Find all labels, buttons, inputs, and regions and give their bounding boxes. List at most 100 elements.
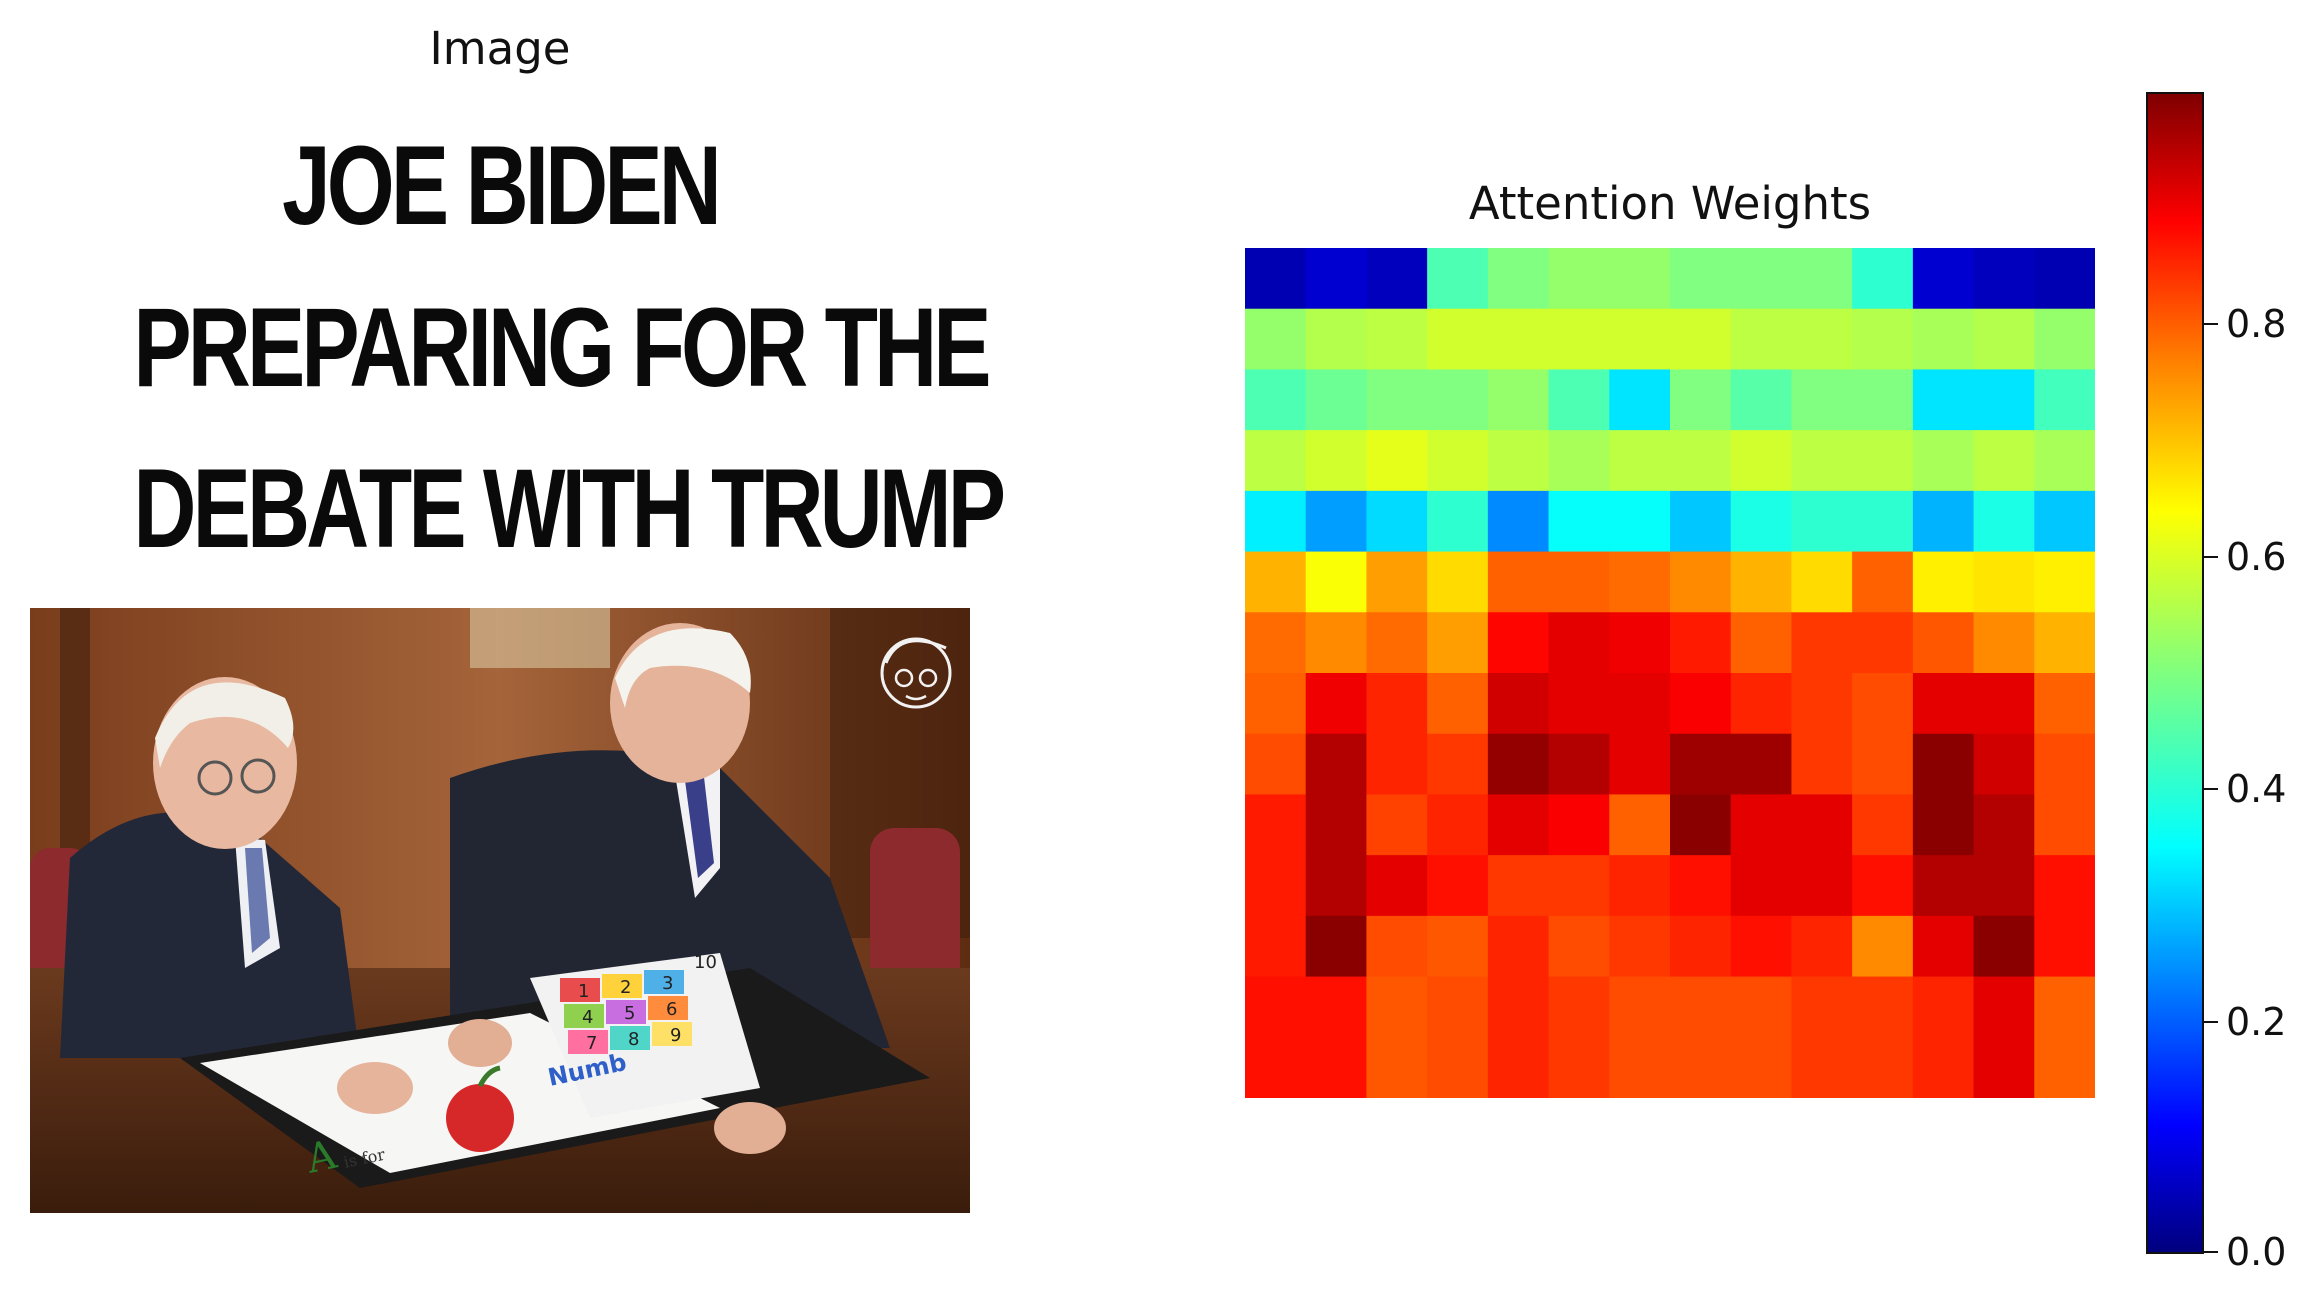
heatmap-cell-r11-c12 bbox=[1974, 916, 2035, 977]
heatmap-cell-r10-c5 bbox=[1549, 855, 1610, 916]
heatmap-cell-r5-c6 bbox=[1609, 552, 1670, 613]
meme-photo: 1 2 3 4 5 6 7 8 9 10 Numb A is for bbox=[30, 608, 970, 1213]
heatmap-cell-r5-c9 bbox=[1791, 552, 1852, 613]
heatmap-cell-r4-c12 bbox=[1974, 491, 2035, 552]
heatmap-cell-r11-c2 bbox=[1366, 916, 1427, 977]
heatmap-cell-r1-c2 bbox=[1366, 309, 1427, 370]
heatmap-cell-r2-c11 bbox=[1913, 369, 1974, 430]
heatmap-cell-r3-c3 bbox=[1427, 430, 1488, 491]
heatmap-cell-r6-c7 bbox=[1670, 612, 1731, 673]
colorbar-tick-label: 0.6 bbox=[2226, 538, 2286, 576]
heatmap-cell-r1-c1 bbox=[1306, 309, 1367, 370]
heatmap-cell-r6-c12 bbox=[1974, 612, 2035, 673]
heatmap-cell-r9-c6 bbox=[1609, 794, 1670, 855]
colorbar-tick bbox=[2204, 556, 2218, 558]
heatmap-cell-r6-c13 bbox=[2034, 612, 2095, 673]
number-7: 7 bbox=[586, 1033, 597, 1054]
heatmap-cell-r9-c5 bbox=[1549, 794, 1610, 855]
heatmap-cell-r3-c7 bbox=[1670, 430, 1731, 491]
heatmap-cell-r10-c1 bbox=[1306, 855, 1367, 916]
heatmap-cell-r9-c11 bbox=[1913, 794, 1974, 855]
heatmap-cell-r5-c5 bbox=[1549, 552, 1610, 613]
heatmap-cell-r12-c8 bbox=[1731, 977, 1792, 1038]
colorbar-tick-label: 0.8 bbox=[2226, 305, 2286, 343]
heatmap-cell-r1-c5 bbox=[1549, 309, 1610, 370]
heatmap-cell-r3-c0 bbox=[1245, 430, 1306, 491]
heatmap-cell-r11-c11 bbox=[1913, 916, 1974, 977]
heatmap-cell-r3-c11 bbox=[1913, 430, 1974, 491]
heatmap-cell-r3-c2 bbox=[1366, 430, 1427, 491]
heatmap-cell-r6-c5 bbox=[1549, 612, 1610, 673]
heatmap-cell-r5-c3 bbox=[1427, 552, 1488, 613]
heatmap-cell-r0-c6 bbox=[1609, 248, 1670, 309]
heatmap-cell-r2-c13 bbox=[2034, 369, 2095, 430]
heatmap-cell-r0-c8 bbox=[1731, 248, 1792, 309]
number-1: 1 bbox=[578, 981, 589, 1002]
heatmap-cell-r6-c11 bbox=[1913, 612, 1974, 673]
heatmap-cell-r0-c10 bbox=[1852, 248, 1913, 309]
heatmap-cell-r4-c8 bbox=[1731, 491, 1792, 552]
colorbar-tick bbox=[2204, 323, 2218, 325]
heatmap-cell-r7-c0 bbox=[1245, 673, 1306, 734]
heatmap-cell-r0-c2 bbox=[1366, 248, 1427, 309]
heatmap-cell-r10-c10 bbox=[1852, 855, 1913, 916]
heatmap-cell-r12-c0 bbox=[1245, 977, 1306, 1038]
heatmap-cell-r11-c8 bbox=[1731, 916, 1792, 977]
heatmap-cell-r5-c1 bbox=[1306, 552, 1367, 613]
number-8: 8 bbox=[628, 1029, 639, 1050]
heatmap-cell-r2-c4 bbox=[1488, 369, 1549, 430]
heatmap-cell-r11-c1 bbox=[1306, 916, 1367, 977]
heatmap-cell-r0-c0 bbox=[1245, 248, 1306, 309]
meme-headline-line-3: DEBATE WITH TRUMP bbox=[133, 453, 866, 565]
heatmap-cell-r2-c1 bbox=[1306, 369, 1367, 430]
heatmap-cell-r6-c2 bbox=[1366, 612, 1427, 673]
apple-drawing bbox=[446, 1084, 514, 1152]
heatmap-cell-r12-c13 bbox=[2034, 977, 2095, 1038]
heatmap-cell-r6-c6 bbox=[1609, 612, 1670, 673]
heatmap-cell-r8-c1 bbox=[1306, 734, 1367, 795]
heatmap-cell-r10-c11 bbox=[1913, 855, 1974, 916]
heatmap-cell-r7-c13 bbox=[2034, 673, 2095, 734]
heatmap-cell-r12-c9 bbox=[1791, 977, 1852, 1038]
heatmap-cell-r2-c0 bbox=[1245, 369, 1306, 430]
heatmap-cell-r10-c9 bbox=[1791, 855, 1852, 916]
number-2: 2 bbox=[620, 977, 631, 998]
heatmap-cell-r11-c10 bbox=[1852, 916, 1913, 977]
heatmap-cell-r12-c1 bbox=[1306, 977, 1367, 1038]
heatmap-cell-r4-c6 bbox=[1609, 491, 1670, 552]
heatmap-cell-r12-c7 bbox=[1670, 977, 1731, 1038]
heatmap-cell-r1-c8 bbox=[1731, 309, 1792, 370]
heatmap-cell-r13-c12 bbox=[1974, 1037, 2035, 1098]
heatmap-cell-r7-c9 bbox=[1791, 673, 1852, 734]
photo-illustration: 1 2 3 4 5 6 7 8 9 10 Numb A is for bbox=[30, 608, 970, 1213]
heatmap-cell-r8-c12 bbox=[1974, 734, 2035, 795]
heatmap-cell-r13-c1 bbox=[1306, 1037, 1367, 1098]
heatmap-cell-r8-c3 bbox=[1427, 734, 1488, 795]
heatmap-cell-r4-c10 bbox=[1852, 491, 1913, 552]
heatmap-cell-r9-c1 bbox=[1306, 794, 1367, 855]
heatmap-cell-r1-c12 bbox=[1974, 309, 2035, 370]
heatmap-cell-r1-c4 bbox=[1488, 309, 1549, 370]
heatmap-cell-r12-c11 bbox=[1913, 977, 1974, 1038]
heatmap-cell-r1-c9 bbox=[1791, 309, 1852, 370]
heatmap-cell-r6-c0 bbox=[1245, 612, 1306, 673]
meme-image: JOE BIDEN PREPARING FOR THE DEBATE WITH … bbox=[30, 100, 970, 1215]
heatmap-cell-r11-c3 bbox=[1427, 916, 1488, 977]
heatmap-cell-r2-c5 bbox=[1549, 369, 1610, 430]
heatmap-cell-r6-c10 bbox=[1852, 612, 1913, 673]
heatmap-cell-r10-c0 bbox=[1245, 855, 1306, 916]
number-6: 6 bbox=[666, 999, 677, 1020]
heatmap-cell-r3-c1 bbox=[1306, 430, 1367, 491]
heatmap-cell-r3-c12 bbox=[1974, 430, 2035, 491]
heatmap-cell-r1-c0 bbox=[1245, 309, 1306, 370]
heatmap-cell-r10-c4 bbox=[1488, 855, 1549, 916]
heatmap-cell-r3-c4 bbox=[1488, 430, 1549, 491]
heatmap-title: Attention Weights bbox=[1245, 177, 2095, 230]
heatmap-cell-r12-c10 bbox=[1852, 977, 1913, 1038]
heatmap-cell-r0-c5 bbox=[1549, 248, 1610, 309]
heatmap-cell-r3-c9 bbox=[1791, 430, 1852, 491]
number-9: 9 bbox=[670, 1025, 681, 1046]
heatmap-cell-r13-c13 bbox=[2034, 1037, 2095, 1098]
heatmap-cell-r8-c8 bbox=[1731, 734, 1792, 795]
heatmap-cell-r1-c11 bbox=[1913, 309, 1974, 370]
